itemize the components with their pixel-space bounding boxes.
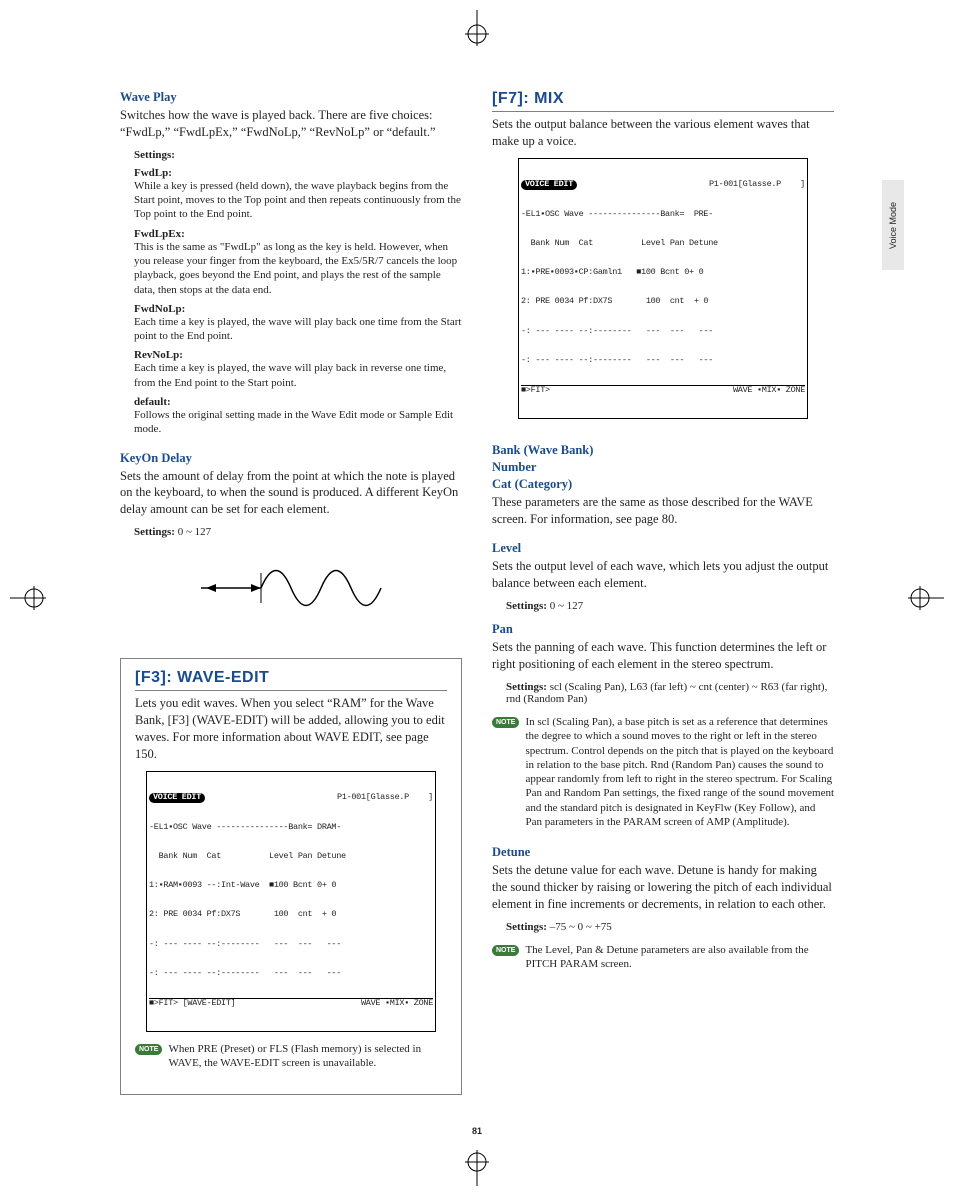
setting-default-name: default: <box>134 396 462 408</box>
setting-default-desc: Follows the original setting made in the… <box>134 408 462 437</box>
note-badge-icon: NOTE <box>492 945 519 956</box>
body-mix: Sets the output balance between the vari… <box>492 116 834 150</box>
lcd-line: 1:▪PRE▪0093▪CP:Gamln1 ■100 Bcnt 0+ 0 <box>521 268 805 278</box>
lcd-line: -: --- ---- --:-------- --- --- --- <box>521 327 805 337</box>
crop-mark-bottom <box>457 1146 497 1186</box>
lcd-line: -EL1▪OSC Wave ---------------Bank= DRAM- <box>149 823 433 833</box>
note-text: In scl (Scaling Pan), a base pitch is se… <box>525 715 834 829</box>
note-badge-icon: NOTE <box>135 1044 162 1055</box>
heading-number: Number <box>492 460 834 475</box>
wave-edit-box: [F3]: WAVE-EDIT Lets you edit waves. Whe… <box>120 658 462 1095</box>
lcd-header-badge: VOICE EDIT <box>149 793 205 803</box>
heading-wave-edit: [F3]: WAVE-EDIT <box>135 669 447 691</box>
heading-pan: Pan <box>492 622 834 637</box>
note-text: The Level, Pan & Detune parameters are a… <box>525 943 834 972</box>
setting-fwdlpex-desc: This is the same as "FwdLp" as long as t… <box>134 240 462 297</box>
body-detune: Sets the detune value for each wave. Det… <box>492 862 834 913</box>
setting-fwdnolp-name: FwdNoLp: <box>134 303 462 315</box>
lcd-header-right: P1-001[Glasse.P ] <box>577 180 805 190</box>
left-column: Wave Play Switches how the wave is playe… <box>120 90 462 1095</box>
settings-label: Settings: <box>506 921 547 933</box>
settings-label: Settings: <box>134 526 175 538</box>
lcd-wave-edit: VOICE EDITP1-001[Glasse.P ] -EL1▪OSC Wav… <box>146 771 436 1032</box>
heading-keyon-delay: KeyOn Delay <box>120 451 462 466</box>
lcd-footer-right: WAVE ▪MIX▪ ZONE <box>235 999 433 1009</box>
heading-cat: Cat (Category) <box>492 477 834 492</box>
setting-fwdlpex-name: FwdLpEx: <box>134 228 462 240</box>
note-badge-icon: NOTE <box>492 717 519 728</box>
waveform-diagram <box>191 548 391 628</box>
body-level: Sets the output level of each wave, whic… <box>492 558 834 592</box>
lcd-line: -EL1▪OSC Wave ---------------Bank= PRE- <box>521 210 805 220</box>
settings-value: scl (Scaling Pan), L63 (far left) ~ cnt … <box>506 681 827 705</box>
lcd-line: -: --- ---- --:-------- --- --- --- <box>149 969 433 979</box>
lcd-header-badge: VOICE EDIT <box>521 180 577 190</box>
lcd-line: 1:▪RAM▪0093 --:Int-Wave ■100 Bcnt 0+ 0 <box>149 881 433 891</box>
lcd-line: 2: PRE 0034 Pf:DX7S 100 cnt + 0 <box>521 297 805 307</box>
setting-fwdlp-desc: While a key is pressed (held down), the … <box>134 179 462 222</box>
lcd-line: -: --- ---- --:-------- --- --- --- <box>521 356 805 366</box>
heading-mix: [F7]: MIX <box>492 90 834 112</box>
body-wave-play: Switches how the wave is played back. Th… <box>120 107 462 141</box>
setting-fwdlp-name: FwdLp: <box>134 167 462 179</box>
heading-detune: Detune <box>492 845 834 860</box>
settings-label: Settings: <box>506 681 547 693</box>
heading-bank: Bank (Wave Bank) <box>492 443 834 458</box>
heading-wave-play: Wave Play <box>120 90 462 105</box>
lcd-line: 2: PRE 0034 Pf:DX7S 100 cnt + 0 <box>149 910 433 920</box>
lcd-footer-right: WAVE ▪MIX▪ ZONE <box>550 386 805 396</box>
settings-value: 0 ~ 127 <box>550 600 583 612</box>
setting-revnolp-name: RevNoLp: <box>134 349 462 361</box>
page-number: 81 <box>472 1126 482 1136</box>
lcd-mix: VOICE EDITP1-001[Glasse.P ] -EL1▪OSC Wav… <box>518 158 808 419</box>
right-column: [F7]: MIX Sets the output balance betwee… <box>492 90 834 1095</box>
side-tab-voice-mode: Voice Mode <box>882 180 904 270</box>
body-bank: These parameters are the same as those d… <box>492 494 834 528</box>
crop-mark-top <box>457 10 497 50</box>
lcd-line: -: --- ---- --:-------- --- --- --- <box>149 940 433 950</box>
crop-mark-left <box>10 578 50 618</box>
body-wave-edit: Lets you edit waves. When you select “RA… <box>135 695 447 763</box>
settings-label: Settings: <box>506 600 547 612</box>
crop-mark-right <box>904 578 944 618</box>
heading-level: Level <box>492 541 834 556</box>
settings-value: 0 ~ 127 <box>178 526 211 538</box>
lcd-footer-left: ■>FIT> <box>521 386 550 396</box>
settings-value: –75 ~ 0 ~ +75 <box>550 921 612 933</box>
settings-label: Settings: <box>134 149 462 161</box>
body-keyon-delay: Sets the amount of delay from the point … <box>120 468 462 519</box>
lcd-line: Bank Num Cat Level Pan Detune <box>149 852 433 862</box>
lcd-line: Bank Num Cat Level Pan Detune <box>521 239 805 249</box>
lcd-footer-left: ■>FIT> [WAVE-EDIT] <box>149 999 235 1009</box>
setting-revnolp-desc: Each time a key is played, the wave will… <box>134 361 462 390</box>
note-text: When PRE (Preset) or FLS (Flash memory) … <box>168 1042 447 1071</box>
body-pan: Sets the panning of each wave. This func… <box>492 639 834 673</box>
setting-fwdnolp-desc: Each time a key is played, the wave will… <box>134 315 462 344</box>
lcd-header-right: P1-001[Glasse.P ] <box>205 793 433 803</box>
